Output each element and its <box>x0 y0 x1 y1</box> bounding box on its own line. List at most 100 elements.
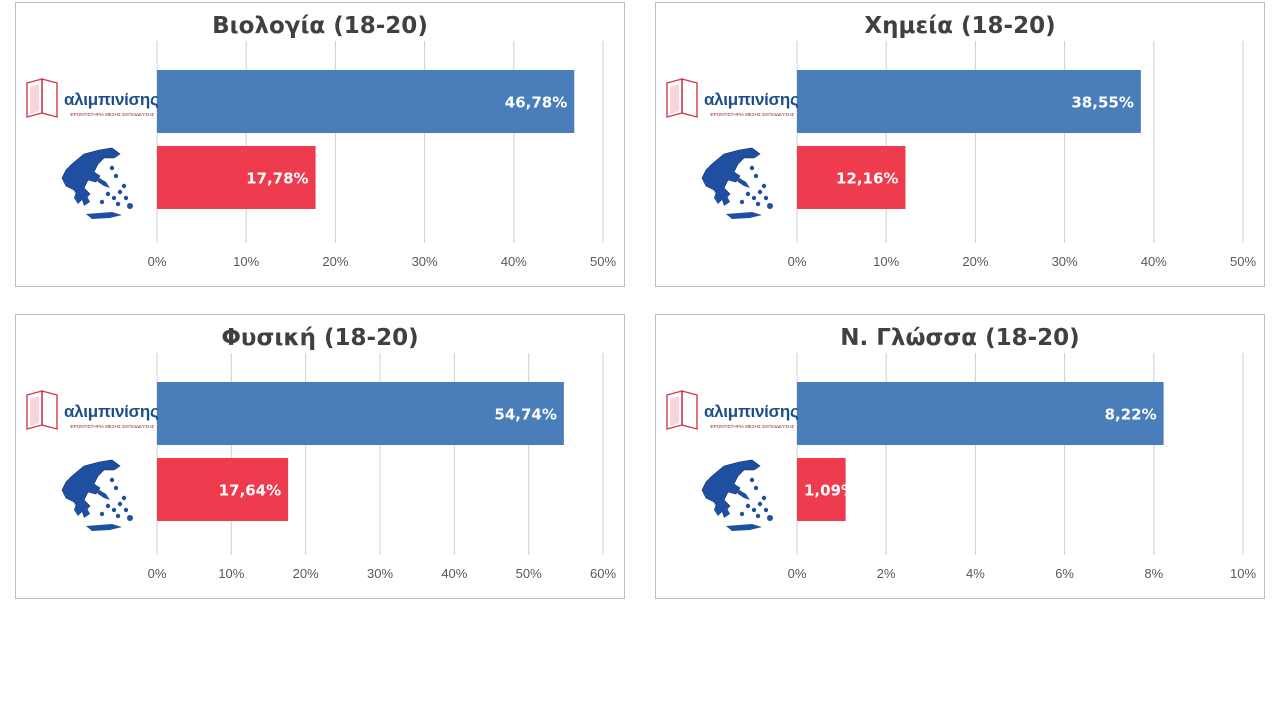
mainland <box>61 147 121 201</box>
greece-map-icon <box>701 147 773 219</box>
crete <box>726 212 762 219</box>
island <box>761 495 767 501</box>
bar-national <box>797 458 846 521</box>
chart-title: Χημεία (18-20) <box>864 13 1056 39</box>
island <box>121 495 127 501</box>
tick-label: 50% <box>516 566 542 581</box>
evia <box>736 488 750 500</box>
logo-tagline: ΦΡΟΝΤΙΣΤΗΡΙΑ ΜΕΣΗΣ ΕΚΠΑΙΔΕΥΣΗΣ <box>70 424 154 429</box>
tick-label: 0% <box>148 566 167 581</box>
evia <box>96 488 110 500</box>
island <box>117 501 123 507</box>
bar-chart: 0% 10% 20% 30% 40% 50% 46,78% 17,78% αλιμπινίσης… <box>26 41 616 269</box>
tick-label: 10% <box>233 254 259 269</box>
bar-national <box>157 458 289 521</box>
island <box>115 201 121 207</box>
mainland <box>701 147 761 201</box>
logo-tagline: ΦΡΟΝΤΙΣΤΗΡΙΑ ΜΕΣΗΣ ΕΚΠΑΙΔΕΥΣΗΣ <box>70 112 154 117</box>
evia <box>736 176 750 188</box>
logo-tagline: ΦΡΟΝΤΙΣΤΗΡΙΑ ΜΕΣΗΣ ΕΚΠΑΙΔΕΥΣΗΣ <box>710 424 794 429</box>
tick-label: 30% <box>1052 254 1078 269</box>
island <box>739 511 745 517</box>
bar-alimpinisis <box>797 382 1164 445</box>
island <box>749 165 755 171</box>
bar-chart: 0% 10% 20% 30% 40% 50% 60% 54,74% 17,64% αλιμπινί… <box>26 353 616 581</box>
island <box>757 189 763 195</box>
bar-national <box>157 146 316 209</box>
tick-label: 30% <box>367 566 393 581</box>
tick-label: 6% <box>1055 566 1074 581</box>
peloponnese <box>714 504 730 518</box>
island <box>121 183 127 189</box>
island <box>117 189 123 195</box>
book-inner <box>670 396 679 426</box>
crete <box>86 212 122 219</box>
book-page-right <box>681 390 698 430</box>
data-label: 17,78% <box>246 170 308 188</box>
bar-alimpinisis <box>157 70 575 133</box>
tick-label: 10% <box>1230 566 1256 581</box>
greece-map-icon <box>61 459 133 531</box>
island <box>753 173 759 179</box>
chart-title: Ν. Γλώσσα (18-20) <box>840 325 1080 351</box>
data-label: 12,16% <box>836 170 898 188</box>
tick-label: 8% <box>1144 566 1163 581</box>
island <box>113 485 119 491</box>
island <box>763 507 769 513</box>
tick-label: 10% <box>218 566 244 581</box>
book-inner <box>30 84 39 114</box>
tick-label: 2% <box>877 566 896 581</box>
bar-alimpinisis <box>797 70 1141 133</box>
island <box>109 165 115 171</box>
alimpinisis-logo-icon: αλιμπινίσης ΦΡΟΝΤΙΣΤΗΡΙΑ ΜΕΣΗΣ ΕΚΠΑΙΔΕΥΣΗ… <box>666 78 799 118</box>
alimpinisis-logo-icon: αλιμπινίσης ΦΡΟΝΤΙΣΤΗΡΙΑ ΜΕΣΗΣ ΕΚΠΑΙΔΕΥΣΗ… <box>26 78 159 118</box>
data-label: 46,78% <box>505 94 567 112</box>
island <box>763 195 769 201</box>
bar-chart: 0% 2% 4% 6% 8% 10% 8,22% 1,09% αλιμπινίσης ΦΡΟΝΤΙ… <box>666 353 1256 581</box>
logo-name: αλιμπινίσης <box>64 90 159 109</box>
logo-name: αλιμπινίσης <box>704 402 799 421</box>
book-page-right <box>41 390 58 430</box>
tick-label: 50% <box>1230 254 1256 269</box>
island <box>767 203 773 209</box>
island <box>105 503 111 509</box>
chart-title: Φυσική (18-20) <box>221 325 419 351</box>
chart-title: Βιολογία (18-20) <box>212 13 428 39</box>
island <box>99 511 105 517</box>
island <box>123 195 129 201</box>
island <box>115 513 121 519</box>
tick-label: 10% <box>873 254 899 269</box>
island <box>745 191 751 197</box>
island <box>755 513 761 519</box>
tick-label: 0% <box>788 254 807 269</box>
tick-label: 30% <box>412 254 438 269</box>
island <box>751 507 757 513</box>
tick-label: 60% <box>590 566 616 581</box>
island <box>99 199 105 205</box>
tick-label: 40% <box>441 566 467 581</box>
tick-label: 50% <box>590 254 616 269</box>
island <box>745 503 751 509</box>
book-page-right <box>681 78 698 118</box>
island <box>109 477 115 483</box>
crete <box>726 524 762 531</box>
island <box>755 201 761 207</box>
alimpinisis-logo-icon: αλιμπινίσης ΦΡΟΝΤΙΣΤΗΡΙΑ ΜΕΣΗΣ ΕΚΠΑΙΔΕΥΣΗ… <box>666 390 799 430</box>
data-label: 38,55% <box>1071 94 1133 112</box>
logo-name: αλιμπινίσης <box>64 402 159 421</box>
bar-alimpinisis <box>157 382 564 445</box>
island <box>757 501 763 507</box>
tick-label: 4% <box>966 566 985 581</box>
island <box>127 203 133 209</box>
mainland <box>61 459 121 513</box>
island <box>113 173 119 179</box>
island <box>739 199 745 205</box>
tick-label: 40% <box>1141 254 1167 269</box>
bar-chart: 0% 10% 20% 30% 40% 50% 38,55% 12,16% αλιμπινίσης… <box>666 41 1256 269</box>
island <box>761 183 767 189</box>
chart-panel-language: Ν. Γλώσσα (18-20) 0% 2% 4% 6% 8% 10% 8,22% 1,09… <box>655 314 1265 599</box>
island <box>767 515 773 521</box>
island <box>751 195 757 201</box>
logo-name: αλιμπινίσης <box>704 90 799 109</box>
island <box>123 507 129 513</box>
